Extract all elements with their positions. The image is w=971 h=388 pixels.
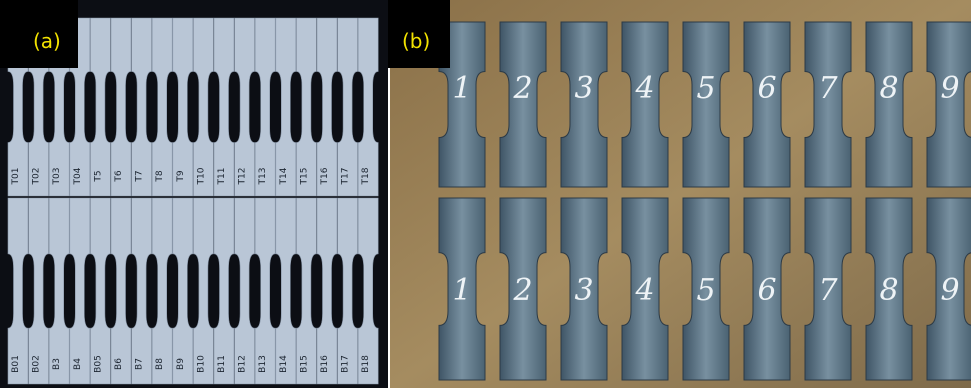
specimen-label: B16 — [320, 355, 330, 373]
specimen-label: B12 — [238, 355, 248, 373]
specimen-label: B18 — [361, 355, 371, 373]
specimen-label: T04 — [73, 167, 83, 185]
specimen-label: T6 — [114, 170, 124, 182]
specimen-label: 8 — [879, 71, 898, 106]
specimen-label: B11 — [217, 355, 227, 373]
specimen-label: 1 — [452, 273, 471, 308]
specimen-label: T14 — [279, 167, 289, 185]
specimen-label: T10 — [196, 167, 206, 185]
specimen-label: T11 — [217, 168, 227, 186]
specimen-label: T18 — [361, 167, 371, 185]
specimen-label: T16 — [320, 167, 330, 185]
specimen-label: T13 — [258, 168, 268, 186]
specimen-label: T02 — [32, 168, 42, 186]
specimen-label: B01 — [11, 355, 21, 373]
specimen-label: T8 — [155, 170, 165, 182]
specimen-label: B7 — [135, 358, 145, 370]
specimen-label: 1 — [452, 71, 471, 106]
specimen-label: T15 — [299, 168, 309, 186]
specimen-label: B4 — [73, 358, 83, 370]
specimen-label: T03 — [52, 168, 62, 186]
specimen-label: B02 — [32, 355, 42, 373]
specimen-label: B8 — [155, 358, 165, 370]
specimen-label: 2 — [512, 273, 532, 308]
specimen-label: B10 — [196, 355, 206, 373]
specimen-label: 6 — [757, 273, 776, 308]
specimen-label: B15 — [299, 355, 309, 373]
specimen-label: T9 — [176, 170, 186, 182]
specimen-label: T7 — [135, 170, 145, 182]
specimen-label: T01 — [11, 168, 21, 186]
specimen-label: B05 — [93, 355, 103, 373]
specimen-label: 9 — [940, 273, 959, 308]
specimen-label: 8 — [879, 273, 898, 308]
specimen-label: B6 — [114, 358, 124, 370]
specimen-label: B17 — [341, 355, 351, 373]
specimen-label: 2 — [512, 71, 532, 106]
specimen-label: B3 — [52, 358, 62, 370]
panel-label: (b) — [402, 29, 430, 53]
specimen-label: 3 — [574, 273, 593, 308]
specimen-label: 6 — [757, 71, 776, 106]
specimen-label: T5 — [93, 170, 103, 182]
specimen-label: 5 — [696, 71, 715, 106]
specimen-label: T12 — [238, 168, 248, 186]
specimen-label: 4 — [634, 273, 654, 308]
panel-label: (a) — [33, 29, 61, 53]
specimen-label: B14 — [279, 355, 289, 373]
specimen-label: 7 — [818, 273, 838, 308]
specimen-label: 7 — [818, 71, 838, 106]
figure: T01 T02 T03 T04 T5 T6 T7 T8 T9 T10 T11 T12 T13 T14 T15… — [0, 0, 971, 388]
specimen-label: 3 — [574, 71, 593, 106]
specimen-label: B9 — [176, 358, 186, 370]
specimen-label: 9 — [940, 71, 959, 106]
specimen-label: 5 — [696, 273, 715, 308]
specimen-label: 4 — [634, 71, 654, 106]
specimen-label: T17 — [341, 168, 351, 186]
specimen-label: B13 — [258, 355, 268, 373]
